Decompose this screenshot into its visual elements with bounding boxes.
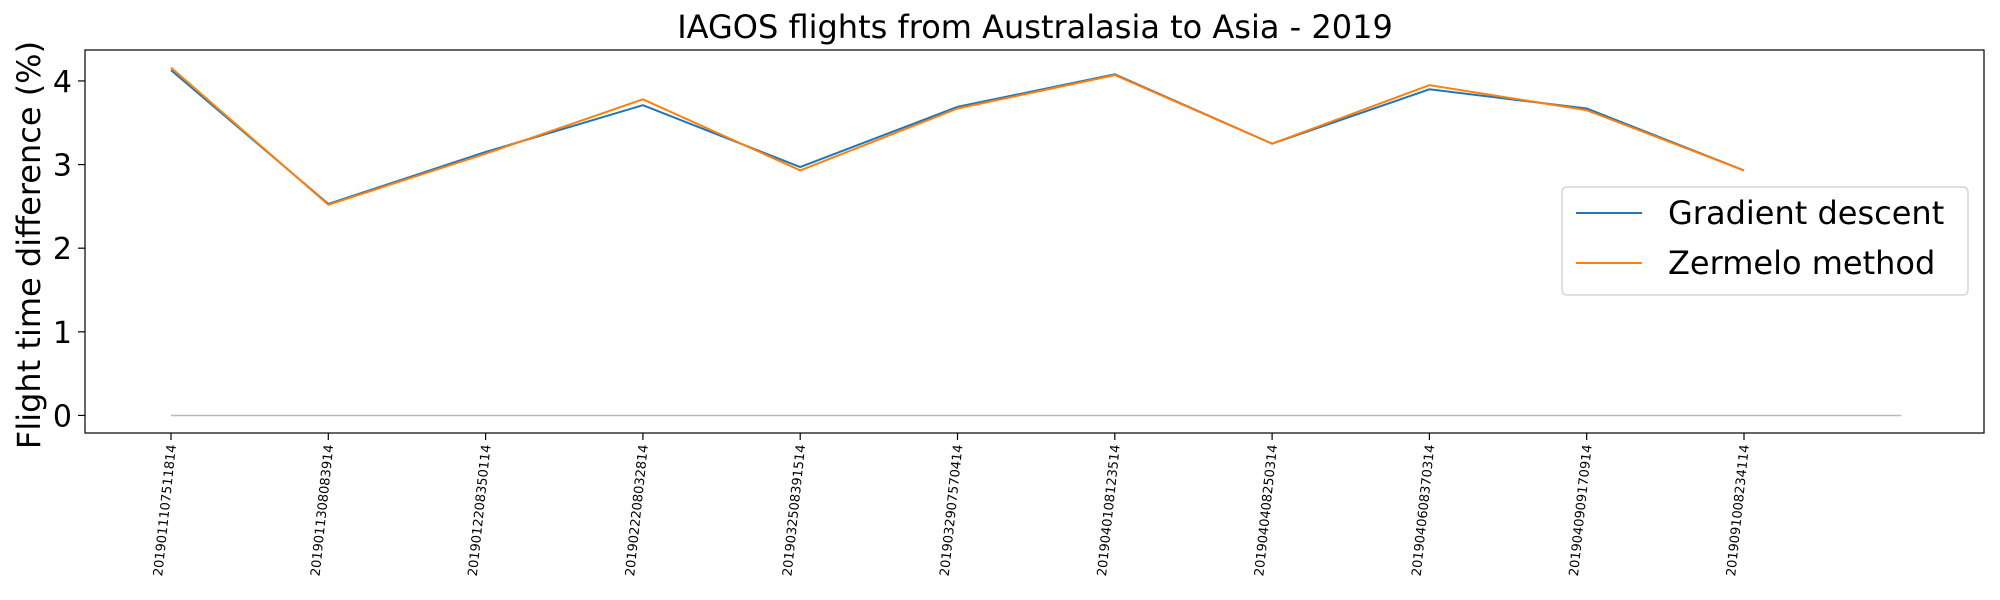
series-group [170, 66, 1745, 206]
y-tick-label: 0 [53, 399, 72, 434]
y-tick-label: 3 [53, 149, 72, 184]
x-tick-label: 2019040408250314 [1252, 444, 1281, 577]
x-tick-label: 2019040608370314 [1410, 444, 1439, 577]
x-tick-label: 2019091008234114 [1724, 444, 1753, 577]
plot-frame [84, 49, 1985, 434]
x-tick-label: 2019032907570414 [938, 444, 967, 577]
x-tick-label: 2019022208032814 [623, 444, 652, 577]
y-axis: 0 1 2 3 4 [53, 65, 85, 434]
legend-label-gradient-descent: Gradient descent [1668, 194, 1944, 232]
y-tick-label: 2 [53, 232, 72, 267]
x-tick-label: 2019040909170914 [1567, 444, 1596, 577]
x-tick-label: 2019011308083914 [309, 444, 338, 577]
series-line-gradient-descent [170, 69, 1745, 206]
x-tick-label: 2019032508391514 [780, 444, 809, 577]
legend-box [1561, 186, 1969, 296]
x-axis: 2019011107511814 2019011308083914 20190122… [151, 433, 1753, 577]
series-line-zermelo-method [170, 66, 1745, 206]
y-tick-label: 1 [53, 316, 72, 351]
chart-title: IAGOS flights from Australasia to Asia -… [677, 8, 1393, 46]
legend-label-zermelo-method: Zermelo method [1668, 244, 1935, 282]
x-tick-label: 2019040108123514 [1095, 444, 1124, 577]
x-tick-label: 2019011107511814 [151, 444, 180, 577]
legend: Gradient descent Zermelo method [1561, 186, 1969, 296]
y-tick-label: 4 [53, 65, 72, 100]
y-axis-label: Flight time difference (%) [10, 41, 48, 449]
x-tick-label: 2019012208350114 [466, 444, 495, 577]
